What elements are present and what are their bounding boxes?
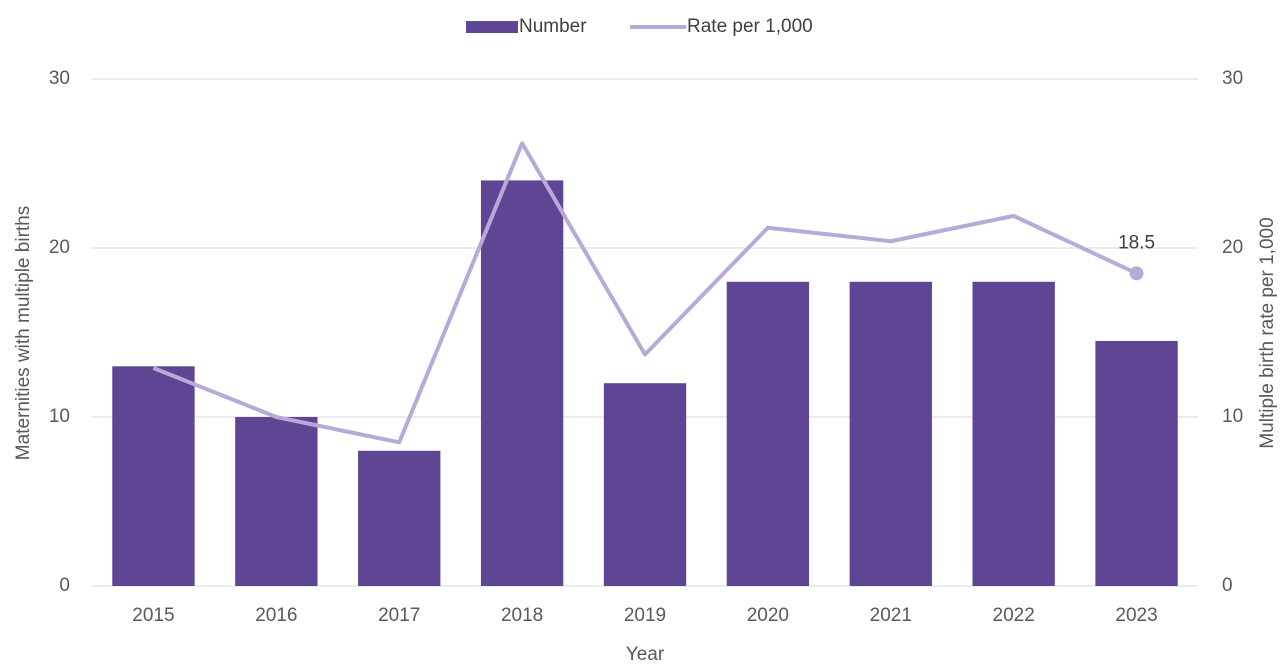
bar bbox=[726, 281, 810, 586]
x-tick-label: 2017 bbox=[378, 605, 420, 626]
x-tick-label: 2022 bbox=[993, 605, 1035, 626]
y2-tick-label: 10 bbox=[1222, 406, 1243, 427]
legend-label: Rate per 1,000 bbox=[687, 16, 813, 37]
y-axis-title: Maternities with multiple births bbox=[13, 206, 34, 460]
legend-label: Number bbox=[519, 16, 587, 37]
y-tick-label: 30 bbox=[49, 68, 70, 89]
x-axis-title: Year bbox=[626, 644, 665, 665]
bar bbox=[603, 383, 687, 586]
x-tick-label: 2023 bbox=[1115, 605, 1157, 626]
data-label: 18.5 bbox=[1118, 232, 1155, 253]
x-tick-label: 2019 bbox=[624, 605, 666, 626]
y2-axis-title: Multiple birth rate per 1,000 bbox=[1257, 217, 1278, 448]
x-tick-label: 2016 bbox=[255, 605, 297, 626]
y-tick-label: 10 bbox=[49, 406, 70, 427]
bar bbox=[235, 417, 318, 586]
x-tick-label: 2020 bbox=[747, 605, 789, 626]
bar bbox=[358, 450, 441, 586]
y2-tick-label: 20 bbox=[1222, 237, 1243, 258]
line-marker bbox=[1129, 266, 1144, 281]
x-tick-label: 2018 bbox=[501, 605, 543, 626]
y2-tick-label: 30 bbox=[1222, 68, 1243, 89]
y-tick-label: 20 bbox=[49, 237, 70, 258]
y-tick-label: 0 bbox=[59, 575, 70, 596]
x-tick-label: 2015 bbox=[132, 605, 174, 626]
bar bbox=[112, 366, 195, 586]
x-tick-label: 2021 bbox=[870, 605, 912, 626]
bar bbox=[849, 281, 932, 586]
legend-swatch bbox=[466, 21, 518, 33]
bar bbox=[480, 180, 564, 586]
y2-tick-label: 0 bbox=[1222, 575, 1233, 596]
line bbox=[152, 141, 1138, 445]
bar bbox=[1095, 340, 1178, 586]
bar bbox=[972, 281, 1055, 586]
